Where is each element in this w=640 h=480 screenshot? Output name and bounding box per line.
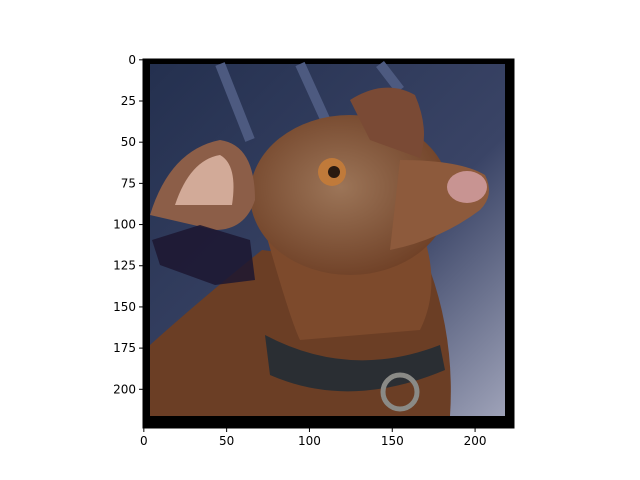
y-tick-label: 125	[113, 259, 136, 273]
dog-ear-inner	[175, 155, 234, 205]
dog-pupil	[328, 166, 340, 178]
y-tick-label: 150	[113, 300, 136, 314]
y-tick-label: 100	[113, 218, 136, 232]
noise-patch	[152, 225, 255, 285]
x-tick-label: 50	[219, 434, 234, 448]
y-tick-label: 175	[113, 341, 136, 355]
y-tick-label: 25	[121, 94, 136, 108]
y-tick-label: 0	[128, 53, 136, 67]
x-tick-label: 200	[464, 434, 487, 448]
x-tick-label: 150	[381, 434, 404, 448]
axes-frame	[142, 58, 515, 429]
dog-ear-right	[350, 87, 424, 158]
y-tick-label: 75	[121, 176, 136, 190]
y-tick-label: 200	[113, 382, 136, 396]
x-tick-label: 100	[298, 434, 321, 448]
x-tick-label: 0	[140, 434, 148, 448]
y-tick-label: 50	[121, 135, 136, 149]
collar-ring	[380, 372, 420, 412]
dog-nose	[447, 171, 487, 203]
image	[143, 59, 514, 428]
